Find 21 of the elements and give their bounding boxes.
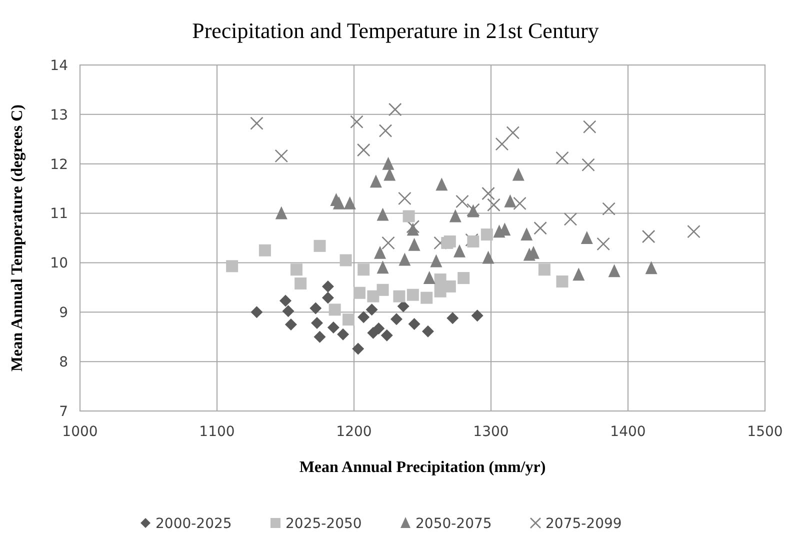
chart-title: Precipitation and Temperature in 21st Century — [192, 18, 599, 43]
y-tick-label: 13 — [50, 107, 68, 124]
y-tick-label: 11 — [50, 206, 68, 222]
y-axis-title: Mean Annual Temperature (degrees C) — [9, 104, 26, 372]
y-tick-label: 7 — [59, 404, 68, 420]
legend-label: 2075-2099 — [546, 516, 622, 532]
x-tick-label: 1400 — [610, 424, 646, 440]
x-tick-label: 1300 — [473, 424, 509, 440]
y-tick-label: 10 — [50, 256, 68, 272]
x-tick-label: 1000 — [62, 424, 98, 440]
y-tick-label: 9 — [59, 305, 68, 322]
x-tick-label: 1500 — [747, 424, 783, 440]
legend-label: 2025-2050 — [286, 516, 362, 532]
x-tick-label: 1200 — [336, 424, 372, 440]
y-tick-label: 14 — [50, 58, 68, 74]
x-axis-title: Mean Annual Precipitation (mm/yr) — [299, 459, 546, 476]
y-tick-label: 8 — [59, 354, 68, 370]
y-tick-label: 12 — [50, 156, 68, 173]
legend-label: 2050-2075 — [416, 516, 492, 532]
x-tick-label: 1100 — [199, 424, 235, 440]
legend-label: 2000-2025 — [156, 516, 232, 532]
